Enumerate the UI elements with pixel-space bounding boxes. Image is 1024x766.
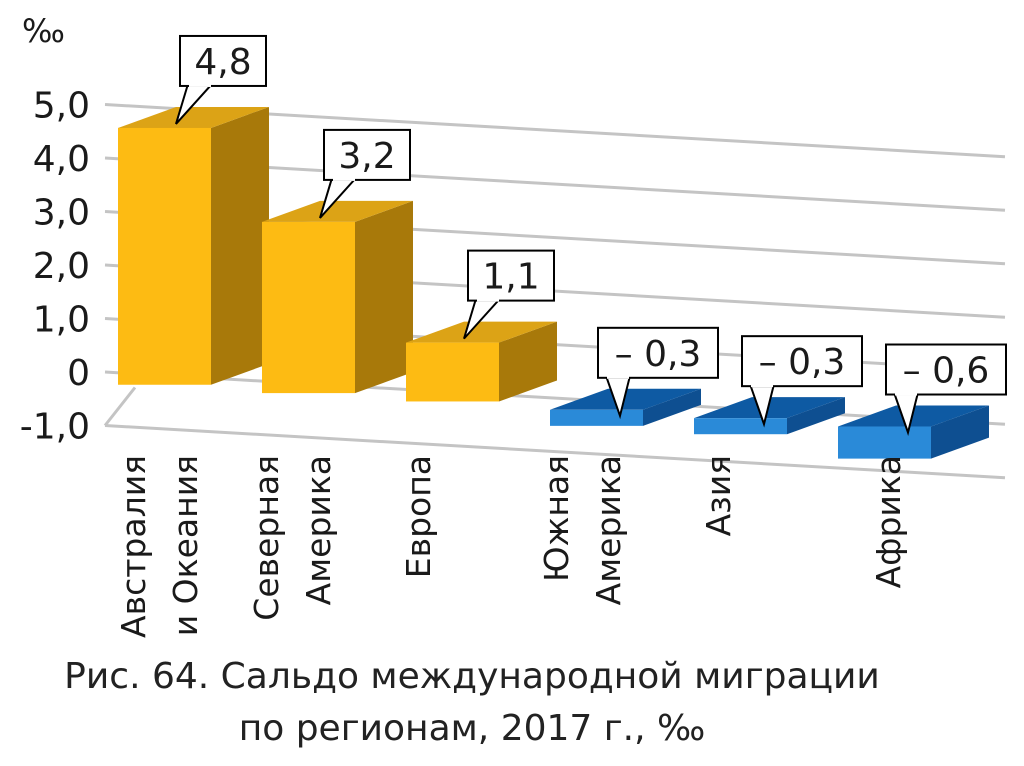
data-label-text: – 0,6 (903, 351, 990, 392)
data-label: 1,1 (463, 249, 555, 340)
bar-top (118, 106, 269, 128)
data-label-text: 3,2 (338, 136, 395, 177)
data-label: – 0,3 (741, 335, 863, 428)
category-labels: Австралия и Океания Северная Америка Европа Ю… (114, 455, 908, 638)
gridline (104, 424, 1006, 480)
y-unit-label: ‰ (22, 12, 65, 50)
data-label-box (467, 249, 555, 302)
data-label: – 0,6 (885, 343, 1007, 436)
data-label-box (597, 326, 719, 379)
category-label: Северная (247, 455, 286, 621)
y-tick-label: -1,0 (20, 407, 90, 448)
category-label: Австралия (114, 455, 153, 638)
bar-top (406, 321, 557, 343)
data-label-box (885, 343, 1007, 396)
data-label: 4,8 (175, 34, 267, 125)
bar-top (694, 397, 845, 419)
bar-top (550, 388, 701, 410)
bar-front (262, 221, 355, 394)
data-label-text: – 0,3 (615, 334, 702, 375)
y-tick-label: 3,0 (33, 193, 90, 234)
bar (550, 388, 701, 426)
data-label-gap (895, 390, 917, 396)
data-label-text: 4,8 (194, 42, 251, 83)
data-label-text: 1,1 (482, 257, 539, 298)
bar-side (211, 106, 269, 385)
data-label-gap (607, 373, 629, 379)
bar-front (118, 127, 211, 385)
y-tick-label: 5,0 (33, 86, 90, 127)
data-label-box (323, 128, 411, 181)
category-label: Европа (399, 455, 438, 578)
data-label-gap (189, 81, 211, 87)
y-tick-label: 0 (67, 353, 90, 394)
bar-front (406, 342, 499, 402)
data-label-box (179, 34, 267, 87)
data-label-gap (751, 382, 773, 388)
data-label-gap (477, 296, 499, 302)
category-label: Америка (589, 455, 628, 605)
bar (406, 321, 557, 402)
category-label: и Океания (166, 455, 205, 636)
y-axis-ticks: 5,0 4,0 3,0 2,0 1,0 0 -1,0 (20, 86, 90, 448)
data-label: – 0,3 (597, 326, 719, 420)
bar-top (262, 200, 413, 222)
bar-front (838, 426, 931, 459)
data-label-box (741, 335, 863, 388)
bar (118, 106, 269, 385)
bar-front (550, 409, 643, 426)
bar-side (643, 388, 701, 426)
bar-side (499, 321, 557, 402)
figure-caption-line2: по регионам, 2017 г., ‰ (238, 708, 706, 749)
bar-side (787, 397, 845, 435)
y-tick-label: 1,0 (33, 300, 90, 341)
data-label-text: – 0,3 (759, 342, 846, 383)
bar-side (931, 405, 989, 459)
bar (694, 397, 845, 435)
y-tick-label: 2,0 (33, 246, 90, 287)
bar (262, 200, 413, 394)
data-label: 3,2 (319, 128, 411, 219)
bar (838, 405, 989, 459)
category-label: Южная (537, 455, 576, 582)
data-labels: 4,8 3,2 1,1 – 0,3 – 0,3 – 0,6 (175, 34, 1007, 436)
category-label: Азия (699, 455, 738, 536)
category-label: Америка (299, 455, 338, 605)
bars (118, 106, 989, 459)
bar-side (355, 200, 413, 394)
y-tick-label: 4,0 (33, 139, 90, 180)
bar-front (694, 418, 787, 435)
chart-svg: ‰ 5,0 4,0 3,0 2,0 1,0 0 -1,0 4,8 3,2 1,1 – 0,3 – 0… (20, 12, 1007, 638)
bar-top (838, 405, 989, 427)
floor-edge (103, 386, 137, 427)
category-label: Африка (869, 455, 908, 588)
gridline (104, 370, 1006, 426)
figure-caption-line1: Рис. 64. Сальдо международной миграции (64, 656, 880, 697)
data-label-gap (333, 175, 355, 181)
